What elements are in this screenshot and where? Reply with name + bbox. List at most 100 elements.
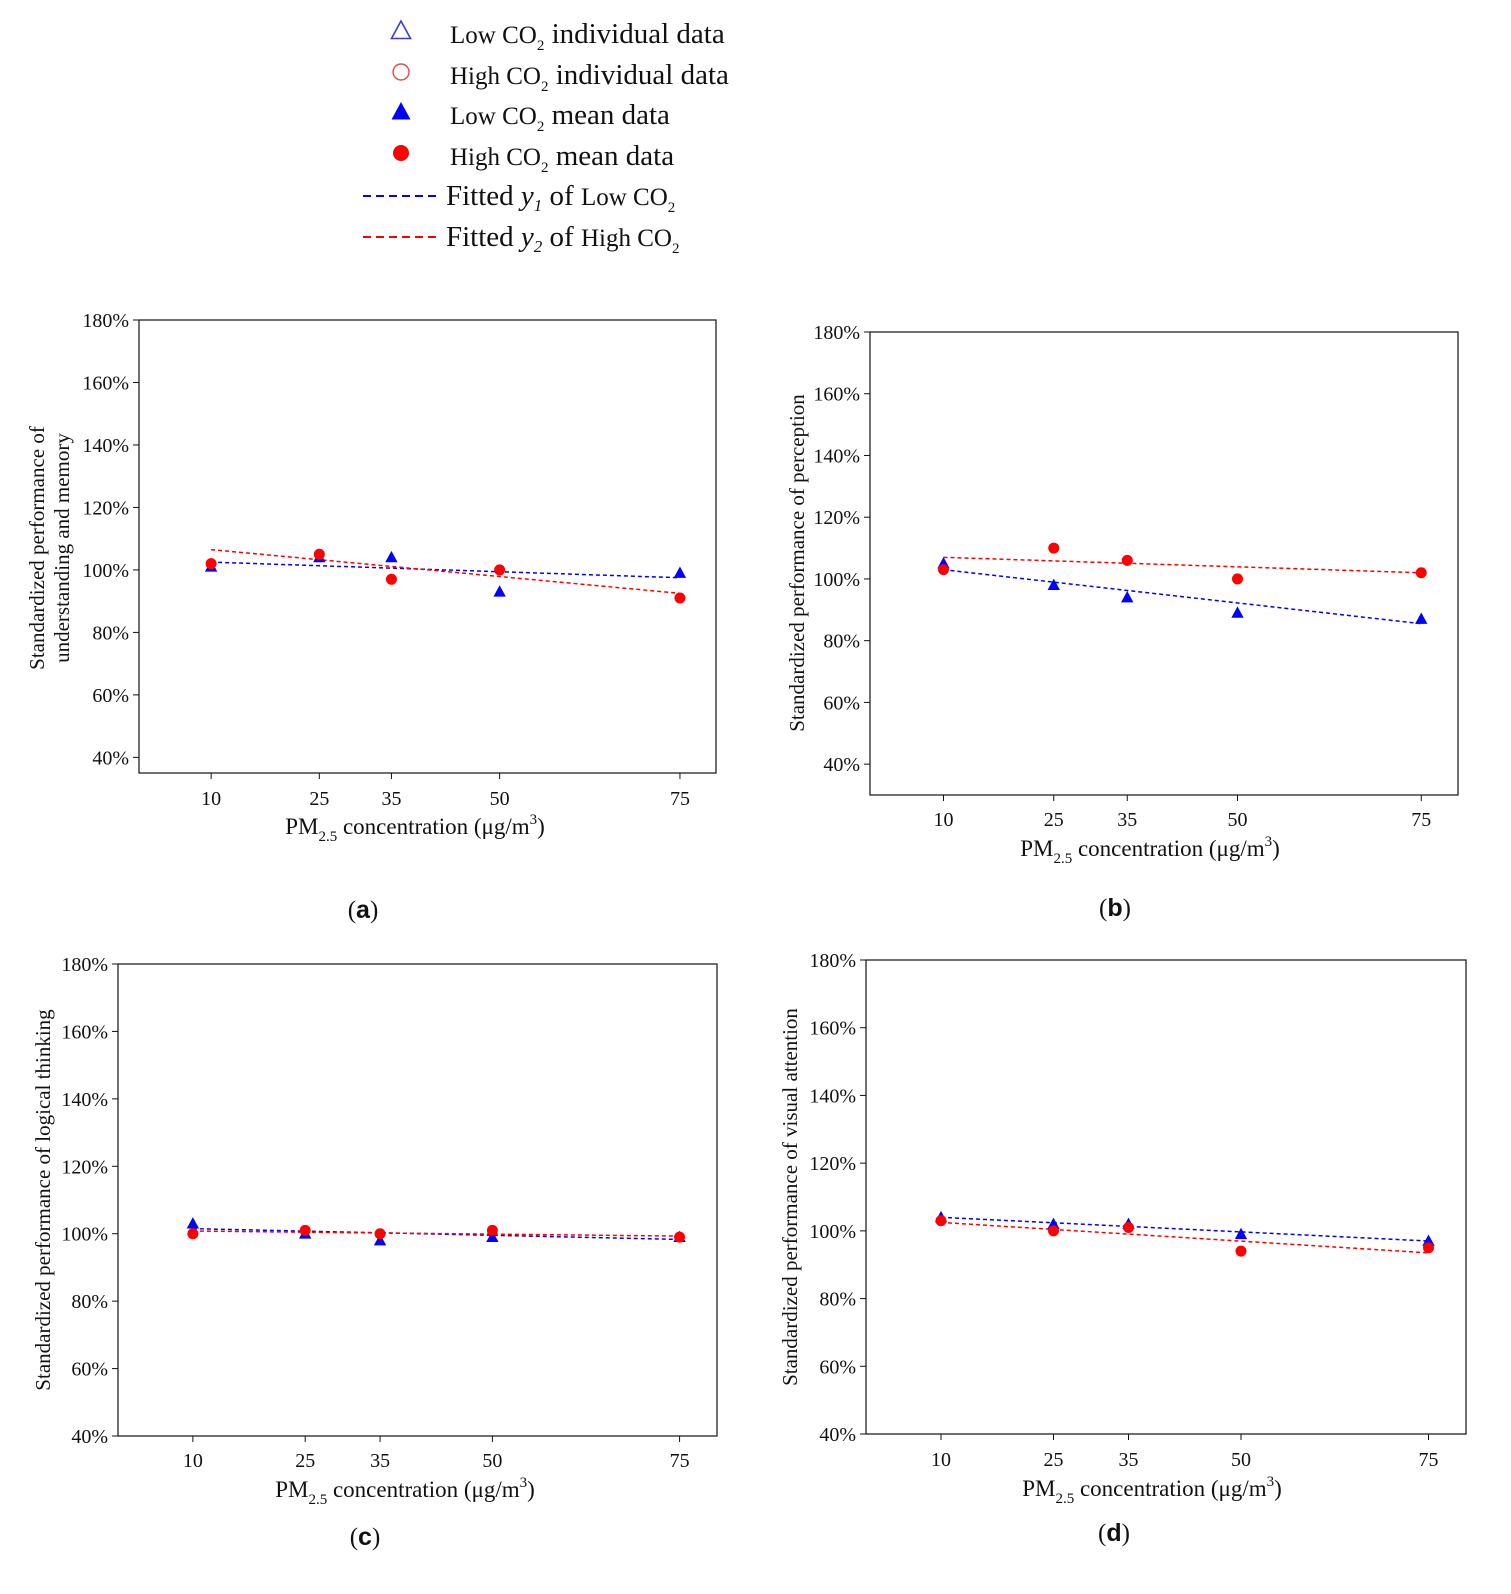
low-co2-mean-point xyxy=(486,1230,499,1242)
fit-line-low-co2 xyxy=(192,1227,680,1241)
legend-fit-label: Fitted y1 of Low CO2 xyxy=(446,180,675,216)
high-co2-mean-point xyxy=(1123,1221,1134,1233)
panel-a: 40% 60% 80% 100% 120% 140% 160% 180% 10 25 35 50 75 P… xyxy=(25,310,717,924)
low-co2-mean-point xyxy=(385,550,398,563)
y-tick-label: 80% xyxy=(71,1291,108,1313)
y-tick-label: 120% xyxy=(813,507,860,529)
x-tick-label: 50 xyxy=(1228,809,1248,831)
y-tick-label: 100% xyxy=(82,560,129,582)
x-tick-label: 75 xyxy=(1411,809,1431,831)
x-tick-label: 50 xyxy=(490,788,510,810)
high-co2-mean-point xyxy=(1423,1242,1434,1254)
high-co2-mean-point xyxy=(299,1224,311,1236)
high-co2-mean-point xyxy=(385,573,397,585)
y-tick-label: 80% xyxy=(823,631,860,653)
high-co2-mean-point xyxy=(187,1228,199,1240)
y-tick-label: 180% xyxy=(61,954,108,976)
fit-line-low-co2 xyxy=(940,1216,1429,1242)
high-co2-mean-point xyxy=(1048,1225,1059,1237)
x-tick-label: 25 xyxy=(295,1450,315,1472)
x-axis-label: PM2.5 concentration (μg/m3) xyxy=(1020,834,1280,867)
y-axis-label: Standardized performance of logical thin… xyxy=(31,1009,55,1391)
high-co2-mean-point xyxy=(1235,1245,1247,1257)
legend-label: Low CO2 mean data xyxy=(450,99,670,135)
high-co2-mean-point xyxy=(313,548,325,560)
x-tick-label: 75 xyxy=(1419,1449,1439,1471)
x-tick-label: 10 xyxy=(201,788,221,810)
panel-caption: (b) xyxy=(1099,894,1131,922)
legend-open-triangle-marker xyxy=(390,19,412,40)
x-tick-label: 35 xyxy=(370,1450,390,1472)
legend-open-circle-marker xyxy=(392,63,410,81)
legend: Low CO2 individual data High CO2 individu… xyxy=(363,18,729,257)
high-co2-mean-point xyxy=(374,1228,386,1240)
low-co2-mean-point xyxy=(186,1217,200,1229)
high-co2-mean-point xyxy=(1232,573,1243,585)
panel-c: 40% 60% 80% 100% 120% 140% 160% 180% 10 25 35 50 75 P… xyxy=(31,954,718,1551)
y-tick-label: 120% xyxy=(82,497,129,519)
high-co2-mean-point xyxy=(1415,567,1427,579)
y-tick-label: 160% xyxy=(82,372,129,394)
y-tick-label: 60% xyxy=(819,1356,856,1378)
y-tick-label: 120% xyxy=(61,1156,108,1178)
x-tick-label: 50 xyxy=(1231,1449,1251,1471)
y-tick-label: 140% xyxy=(82,435,129,457)
high-co2-mean-point xyxy=(674,1231,686,1243)
high-co2-mean-point xyxy=(938,564,949,576)
low-co2-mean-point xyxy=(1422,1234,1435,1246)
legend-entry-low-ind: Low CO2 individual data xyxy=(390,18,725,54)
low-co2-mean-point xyxy=(493,585,506,597)
low-co2-mean-point xyxy=(1231,606,1244,618)
y-tick-label: 60% xyxy=(71,1359,108,1381)
x-tick-label: 10 xyxy=(931,1449,951,1471)
x-tick-label: 35 xyxy=(1117,809,1137,831)
fit-line-high-co2 xyxy=(192,1230,680,1237)
x-tick-label: 50 xyxy=(482,1450,502,1472)
legend-entry-fit-low: Fitted y1 of Low CO2 xyxy=(363,180,675,216)
low-co2-mean-point xyxy=(1047,578,1060,590)
y-tick-label: 140% xyxy=(813,445,860,467)
low-co2-mean-point xyxy=(1121,590,1134,603)
y-tick-label: 60% xyxy=(92,685,129,707)
y-tick-label: 40% xyxy=(819,1424,856,1446)
plot-frame xyxy=(865,959,1467,1435)
y-tick-label: 100% xyxy=(61,1224,108,1246)
panel-caption: (d) xyxy=(1098,1519,1130,1547)
x-tick-label: 25 xyxy=(309,788,329,810)
y-tick-label: 160% xyxy=(813,384,860,406)
low-co2-mean-point xyxy=(1415,612,1428,624)
panel-caption: (c) xyxy=(350,1523,381,1551)
legend-label: Low CO2 individual data xyxy=(450,18,725,54)
panel-b: 40% 60% 80% 100% 120% 140% 160% 180% 10 25 35 50 75 P… xyxy=(785,322,1459,922)
low-co2-mean-point xyxy=(1234,1227,1248,1240)
y-tick-label: 120% xyxy=(809,1153,856,1175)
y-tick-label: 140% xyxy=(809,1085,856,1107)
y-tick-label: 80% xyxy=(92,622,129,644)
low-co2-mean-point xyxy=(1047,1217,1060,1229)
x-tick-label: 25 xyxy=(1044,809,1064,831)
legend-label: High CO2 individual data xyxy=(450,59,729,95)
legend-filled-triangle-marker xyxy=(391,102,411,120)
x-tick-label: 25 xyxy=(1044,1449,1064,1471)
x-tick-label: 75 xyxy=(670,788,690,810)
plot-frame xyxy=(869,331,1459,796)
y-tick-label: 60% xyxy=(823,692,860,714)
y-axis-label: Standardized performance of perception xyxy=(785,394,809,732)
x-tick-label: 10 xyxy=(183,1450,203,1472)
fit-line-high-co2 xyxy=(940,1221,1429,1254)
legend-entry-high-mean: High CO2 mean data xyxy=(393,140,674,176)
y-axis-label: Standardized performance ofunderstanding… xyxy=(25,426,74,670)
high-co2-mean-point xyxy=(494,564,506,576)
high-co2-mean-point xyxy=(935,1215,947,1227)
legend-entry-fit-high: Fitted y2 of High CO2 xyxy=(363,221,679,257)
x-tick-label: 10 xyxy=(934,809,954,831)
y-tick-label: 40% xyxy=(71,1426,108,1448)
high-co2-mean-point xyxy=(486,1224,498,1236)
legend-label: High CO2 mean data xyxy=(450,140,674,176)
plot-frame xyxy=(117,963,718,1437)
y-tick-label: 160% xyxy=(809,1018,856,1040)
panel-caption: (a) xyxy=(348,896,379,924)
y-tick-label: 40% xyxy=(92,747,129,769)
legend-entry-low-mean: Low CO2 mean data xyxy=(391,99,670,135)
x-axis-label: PM2.5 concentration (μg/m3) xyxy=(1022,1474,1282,1507)
